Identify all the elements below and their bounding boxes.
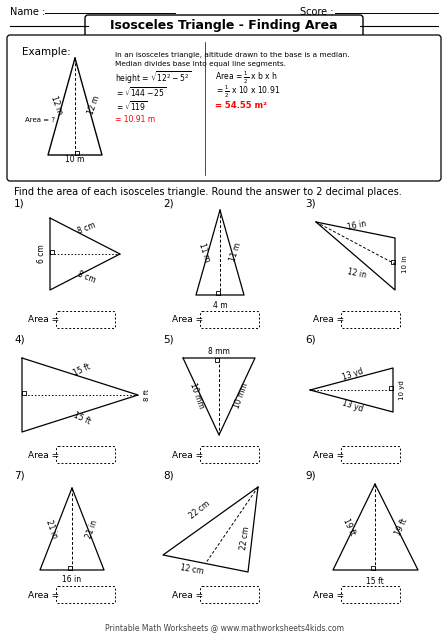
FancyBboxPatch shape <box>341 311 401 329</box>
Text: Area =: Area = <box>28 450 59 459</box>
Text: $= \sqrt{144 - 25}$: $= \sqrt{144 - 25}$ <box>115 85 167 99</box>
Text: 8 ft: 8 ft <box>144 389 150 401</box>
Text: 8 mm: 8 mm <box>208 348 230 357</box>
FancyBboxPatch shape <box>85 15 363 37</box>
Text: 6 cm: 6 cm <box>36 244 46 263</box>
FancyBboxPatch shape <box>341 447 401 463</box>
Text: 12 in: 12 in <box>347 267 367 280</box>
FancyBboxPatch shape <box>341 586 401 604</box>
Text: = 54.55 m²: = 54.55 m² <box>215 101 267 110</box>
Text: Area =: Area = <box>28 591 59 600</box>
Text: 12 m: 12 m <box>49 94 65 115</box>
Text: 10 in: 10 in <box>402 255 408 273</box>
FancyBboxPatch shape <box>7 35 441 181</box>
Text: 21 in: 21 in <box>85 519 99 540</box>
Text: 4): 4) <box>14 335 25 345</box>
Text: Area =: Area = <box>172 591 203 600</box>
Text: $= \frac{1}{2}$ x 10 x 10.91: $= \frac{1}{2}$ x 10 x 10.91 <box>215 84 280 100</box>
Text: Area =: Area = <box>313 316 344 325</box>
Text: 3): 3) <box>305 199 316 209</box>
Text: 10 m: 10 m <box>65 156 85 165</box>
Text: 19 ft: 19 ft <box>341 517 357 537</box>
Text: 13 yd: 13 yd <box>341 398 365 413</box>
Text: Isosceles Triangle - Finding Area: Isosceles Triangle - Finding Area <box>110 20 338 33</box>
Text: 9): 9) <box>305 470 316 480</box>
Text: Find the area of each isosceles triangle. Round the answer to 2 decimal places.: Find the area of each isosceles triangle… <box>14 187 402 197</box>
Text: 4 m: 4 m <box>213 300 227 309</box>
Text: 22 cm: 22 cm <box>239 526 251 550</box>
Text: 13 yd: 13 yd <box>341 366 365 382</box>
Text: Area =: Area = <box>313 450 344 459</box>
Text: Area =: Area = <box>172 450 203 459</box>
Text: 10 mm: 10 mm <box>188 382 206 410</box>
Text: 8): 8) <box>163 470 174 480</box>
Text: Area =: Area = <box>313 591 344 600</box>
Text: 19 ft: 19 ft <box>393 517 409 537</box>
Text: 6): 6) <box>305 335 316 345</box>
Text: 15 ft: 15 ft <box>72 410 92 426</box>
Text: Area =: Area = <box>28 316 59 325</box>
FancyBboxPatch shape <box>56 447 116 463</box>
Text: 11 m: 11 m <box>229 241 243 263</box>
Text: 15 ft: 15 ft <box>366 577 384 586</box>
Text: 10 yd: 10 yd <box>399 380 405 400</box>
Text: 10 mm: 10 mm <box>232 382 250 410</box>
FancyBboxPatch shape <box>201 311 259 329</box>
Text: 8 cm: 8 cm <box>77 269 97 285</box>
Text: $= \sqrt{119}$: $= \sqrt{119}$ <box>115 100 147 113</box>
Text: Median divides base into equal line segments.: Median divides base into equal line segm… <box>115 61 286 67</box>
FancyBboxPatch shape <box>201 447 259 463</box>
Text: 15 ft: 15 ft <box>72 362 92 378</box>
Text: Area = ?: Area = ? <box>25 117 55 123</box>
FancyBboxPatch shape <box>56 586 116 604</box>
Text: 16 in: 16 in <box>62 575 82 584</box>
Text: 22 cm: 22 cm <box>188 500 212 521</box>
Text: height = $\sqrt{12^2 - 5^2}$: height = $\sqrt{12^2 - 5^2}$ <box>115 70 191 86</box>
Text: Area =: Area = <box>172 316 203 325</box>
Text: Example:: Example: <box>22 47 71 57</box>
Text: Area = $\frac{1}{2}$ x b x h: Area = $\frac{1}{2}$ x b x h <box>215 70 278 86</box>
Text: 16 in: 16 in <box>347 219 367 232</box>
Text: = 10.91 m: = 10.91 m <box>115 115 155 124</box>
FancyBboxPatch shape <box>56 311 116 329</box>
Text: 8 cm: 8 cm <box>77 220 97 235</box>
Text: 12 m: 12 m <box>86 94 102 115</box>
Text: 21 in: 21 in <box>44 519 60 540</box>
Text: 1): 1) <box>14 199 25 209</box>
Text: Name :: Name : <box>10 7 45 17</box>
Text: Printable Math Worksheets @ www.mathworksheets4kids.com: Printable Math Worksheets @ www.mathwork… <box>104 623 344 632</box>
Text: 2): 2) <box>163 199 174 209</box>
Text: 12 cm: 12 cm <box>180 563 204 577</box>
Text: 11 m: 11 m <box>197 241 211 263</box>
Text: Score :: Score : <box>300 7 333 17</box>
Text: 7): 7) <box>14 470 25 480</box>
Text: 5): 5) <box>163 335 174 345</box>
FancyBboxPatch shape <box>201 586 259 604</box>
Text: In an isosceles triangle, altitude drawn to the base is a median.: In an isosceles triangle, altitude drawn… <box>115 52 349 58</box>
